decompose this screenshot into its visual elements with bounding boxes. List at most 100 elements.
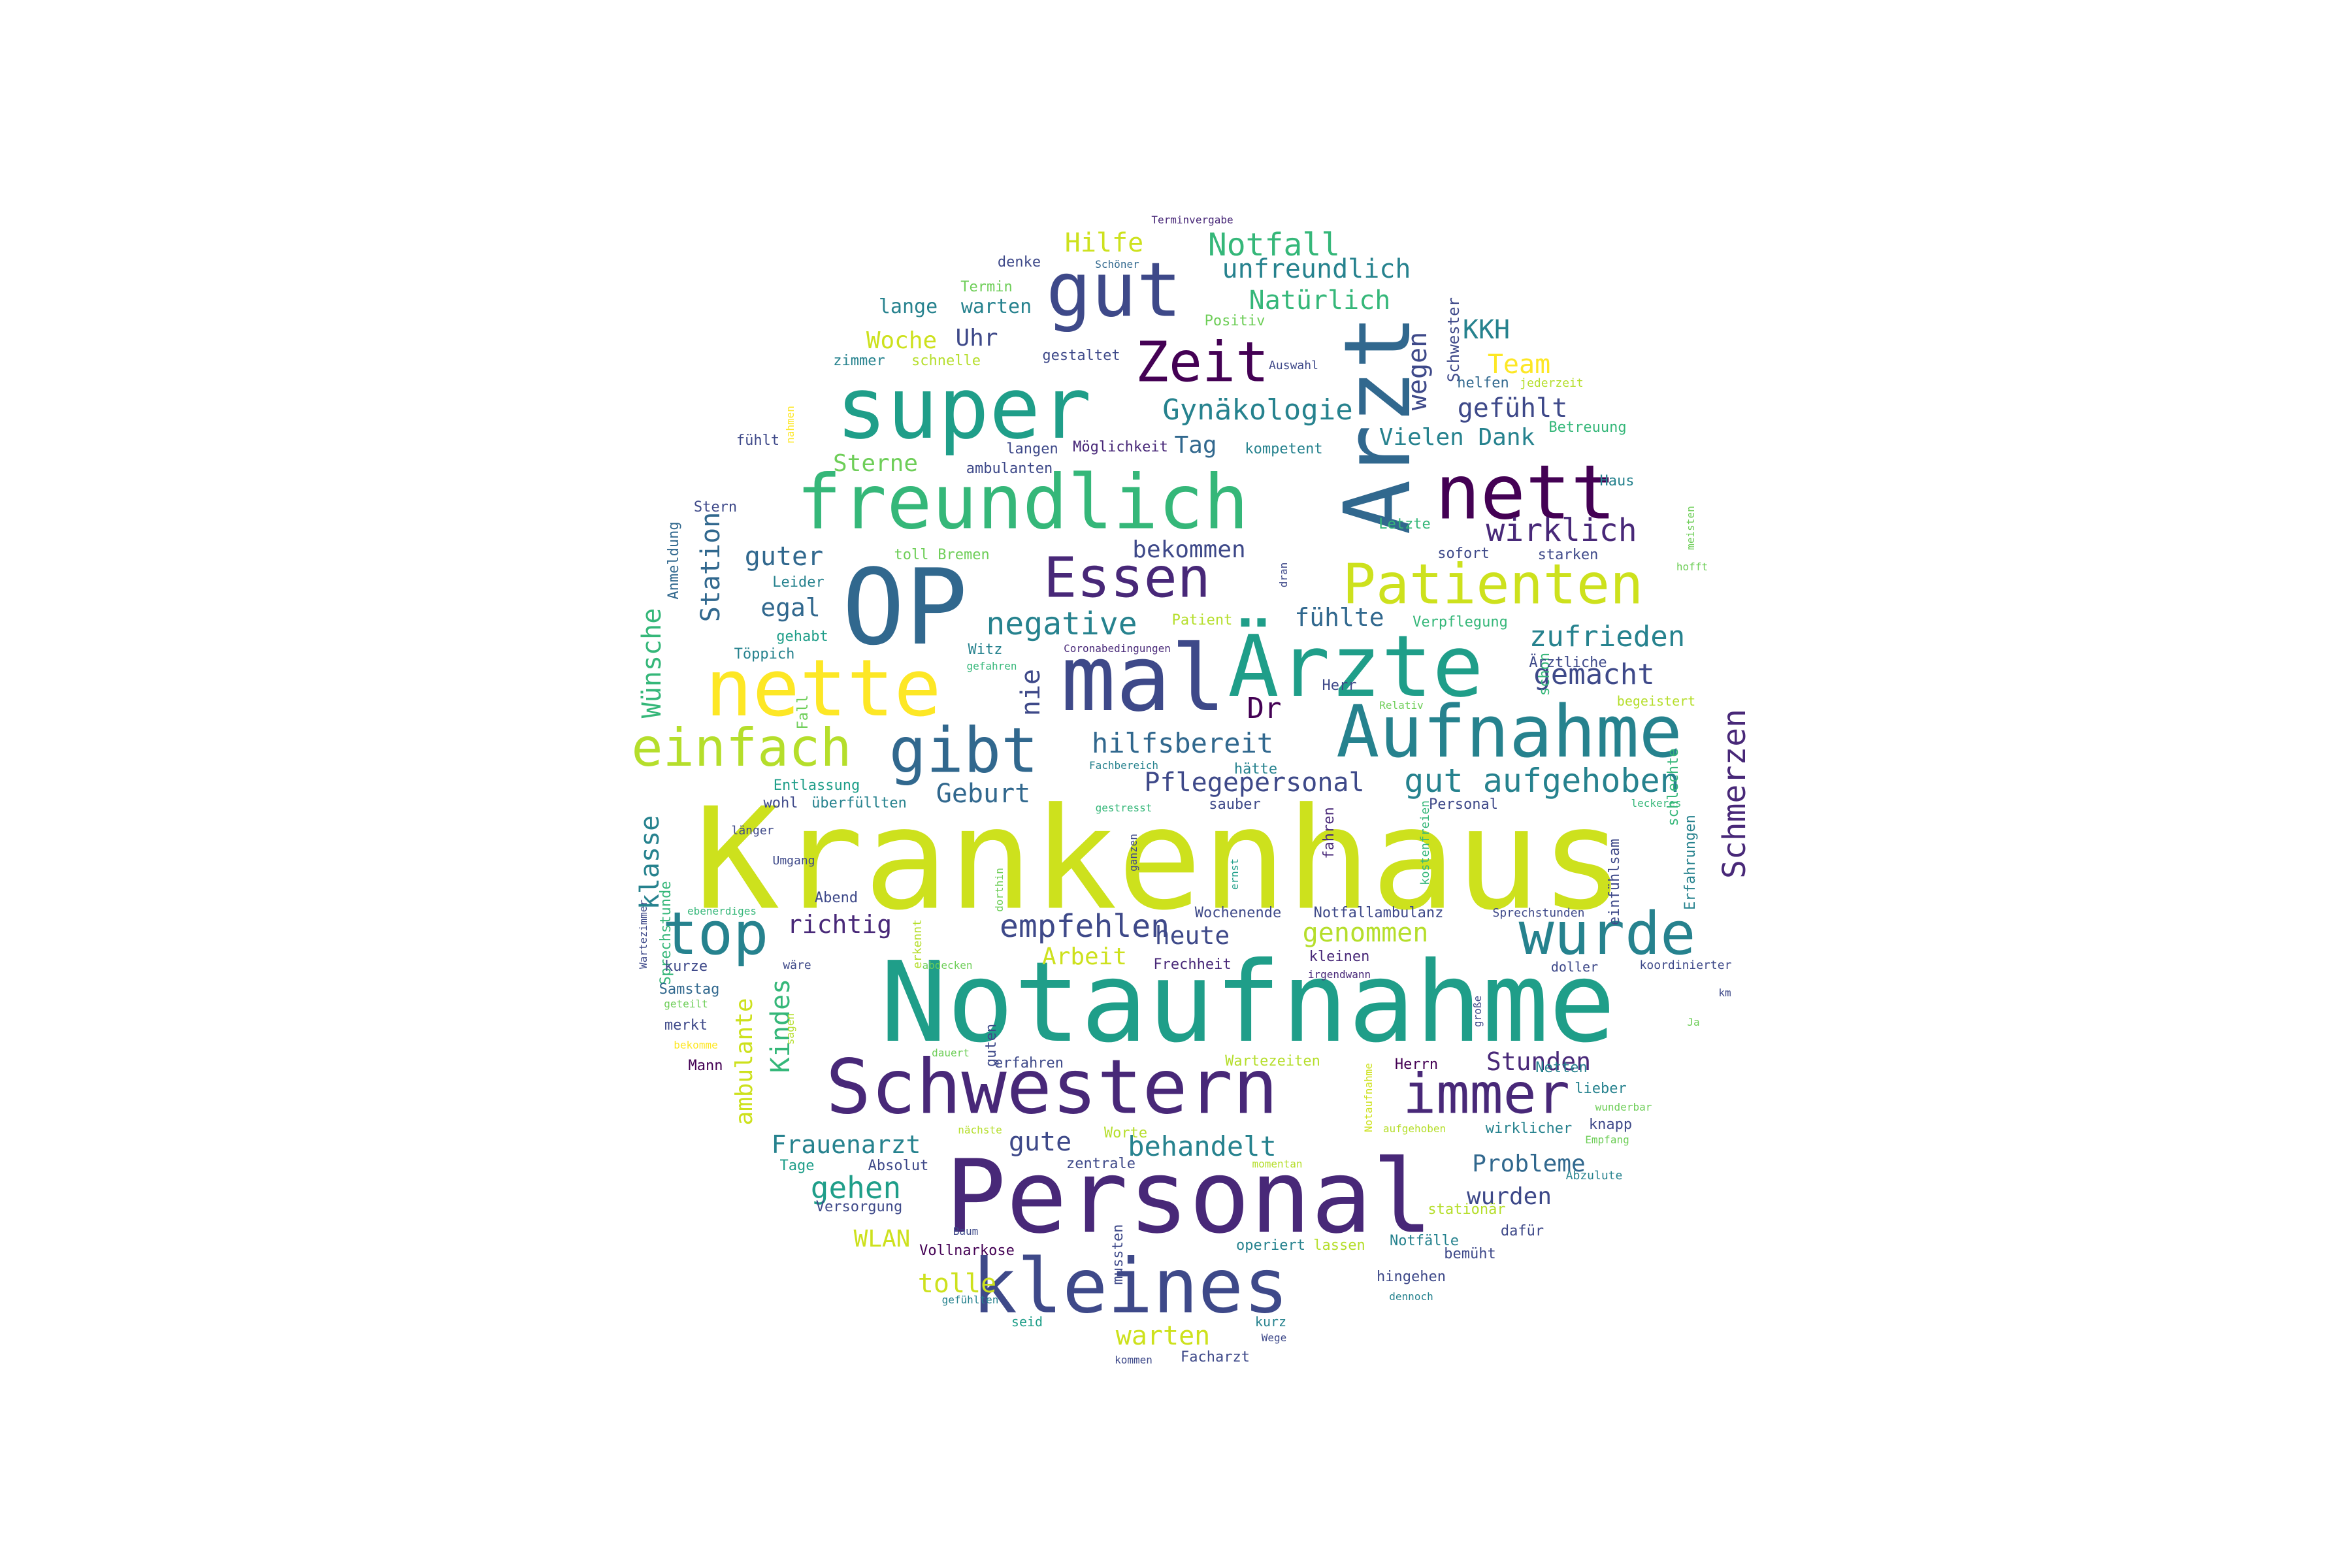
word: fahren — [1321, 807, 1337, 859]
word: Personal — [945, 1137, 1433, 1256]
word: Vielen Dank — [1379, 424, 1535, 451]
word: Empfang — [1585, 1134, 1629, 1146]
word: nett — [1435, 449, 1616, 537]
word: gestaltet — [1042, 348, 1120, 364]
word: Netten — [1535, 1060, 1588, 1076]
word: tolle — [917, 1269, 997, 1299]
word: hofft — [1676, 561, 1708, 573]
word: Mann — [688, 1058, 723, 1074]
word: Bremen — [938, 547, 990, 563]
word: Notfallambulanz — [1313, 905, 1444, 921]
word: ambulante — [731, 998, 758, 1126]
word: Verpflegung — [1413, 614, 1508, 630]
word: Terminvergabe — [1151, 214, 1233, 226]
word: Sprechstunden — [1492, 906, 1585, 920]
word: doller — [1550, 959, 1599, 975]
word: Betreuung — [1548, 419, 1627, 436]
word: gibt — [889, 715, 1039, 787]
word: koordinierter — [1639, 958, 1732, 972]
word: wohl — [763, 795, 798, 811]
word: einfach — [631, 717, 852, 778]
word: gute — [1008, 1127, 1072, 1157]
word: super — [836, 359, 1092, 458]
word: Positiv — [1204, 313, 1266, 329]
word: kleines — [972, 1243, 1289, 1331]
word: einfühlsam — [1607, 838, 1623, 926]
word: Probleme — [1472, 1151, 1586, 1177]
word: Notfälle — [1390, 1233, 1459, 1249]
word: gehabt — [776, 629, 828, 645]
word: kompetent — [1245, 441, 1323, 457]
word: kommen — [1115, 1354, 1152, 1366]
word: Natürlich — [1249, 286, 1391, 316]
word: überfüllten — [811, 795, 907, 811]
word: nächste — [958, 1124, 1002, 1136]
word: Vollnarkose — [919, 1243, 1015, 1259]
word: dennoch — [1389, 1290, 1433, 1303]
word: kleinen — [1309, 949, 1370, 965]
word: Notaufnahme — [1362, 1063, 1375, 1132]
word: kurz — [1254, 1314, 1287, 1330]
word: Zeit — [1135, 330, 1269, 395]
word: dafür — [1500, 1223, 1544, 1239]
word: WLAN — [853, 1226, 911, 1252]
word: gehen — [810, 1170, 902, 1205]
word: mussten — [1110, 1224, 1126, 1285]
word: Fachbereich — [1089, 759, 1158, 772]
word: Stunden — [1486, 1047, 1592, 1076]
word: Wege — [1261, 1331, 1287, 1344]
word: wurde — [1518, 900, 1696, 968]
word: ernst — [1228, 858, 1241, 890]
word: Schöner — [1095, 258, 1139, 270]
word: Ja — [1687, 1016, 1700, 1028]
word: irgendwann — [1307, 968, 1371, 981]
word: Geburt — [936, 779, 1031, 809]
word: aufgehoben — [1382, 1122, 1446, 1135]
word: empfehlen — [999, 908, 1170, 945]
word: zentrale — [1066, 1156, 1135, 1172]
word: Woche — [866, 327, 938, 354]
word: schnelle — [911, 353, 981, 369]
word: hätte — [1233, 761, 1278, 777]
word: Wünsche — [637, 608, 667, 719]
word: Coronabedingungen — [1064, 642, 1171, 655]
word: momentan — [1252, 1158, 1303, 1170]
word: Krankenhaus — [694, 777, 1625, 941]
word: Tage — [779, 1158, 815, 1174]
word: Entlassung — [773, 777, 860, 794]
word: Umgang — [772, 854, 815, 868]
word: langen — [1006, 441, 1058, 457]
word: freundlich — [796, 459, 1249, 547]
word: operiert — [1236, 1237, 1305, 1254]
word: gestresst — [1095, 802, 1152, 814]
word: lieber — [1575, 1081, 1627, 1097]
word: richtig — [787, 910, 892, 939]
word: helfen — [1457, 375, 1509, 391]
word: genommen — [1302, 918, 1429, 948]
word: bekommen — [1132, 536, 1246, 563]
word: Sterne — [832, 450, 919, 477]
word: Leider — [772, 574, 825, 591]
word: starken — [1537, 547, 1599, 563]
word: hingehen — [1377, 1269, 1446, 1285]
word: wäre — [783, 958, 811, 972]
word: Facharzt — [1181, 1349, 1250, 1365]
word: warten — [1115, 1321, 1211, 1351]
word: bekomme — [674, 1039, 718, 1051]
word: behandelt — [1128, 1130, 1277, 1162]
word: Abend — [814, 890, 858, 906]
word: Frechheit — [1153, 956, 1232, 973]
word: Herrn — [1394, 1056, 1439, 1073]
word: Wochenende — [1194, 905, 1282, 921]
word: Erfahrungen — [1682, 815, 1699, 910]
word: gut — [1046, 246, 1182, 335]
word: große — [1471, 995, 1484, 1028]
word: zufrieden — [1529, 620, 1686, 653]
word: sauber — [1209, 796, 1261, 813]
word: knapp — [1588, 1117, 1633, 1133]
word: hilfsbereit — [1091, 727, 1274, 759]
word: Wartezimmer — [637, 900, 649, 969]
word: Anmeldung — [666, 521, 682, 600]
word: Notfall — [1207, 227, 1341, 263]
